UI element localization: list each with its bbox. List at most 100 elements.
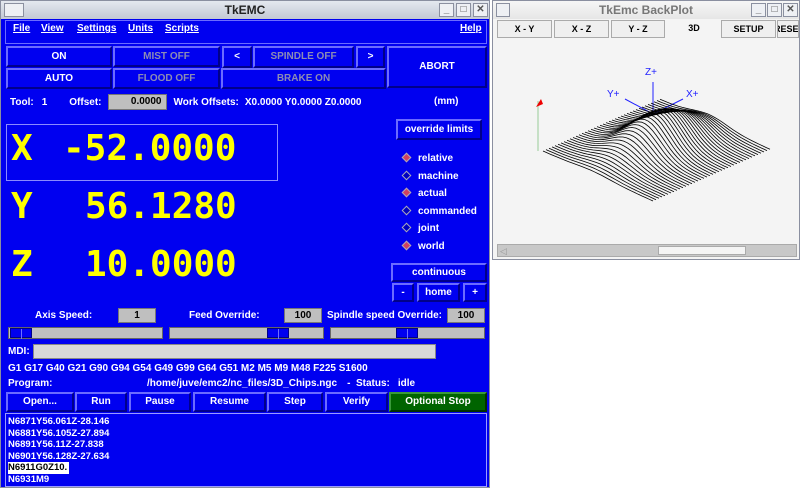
reset-button[interactable]: RESET — [777, 20, 799, 38]
axis-speed-slider[interactable] — [8, 327, 163, 339]
menu-units[interactable]: Units — [128, 23, 153, 34]
mode-auto-button[interactable]: AUTO — [6, 68, 112, 89]
menu-scripts[interactable]: Scripts — [165, 23, 199, 34]
slider-thumb[interactable] — [396, 328, 418, 339]
spindle-increase-button[interactable]: > — [356, 46, 385, 68]
menu-file[interactable]: File — [13, 23, 31, 34]
close-icon[interactable]: ✕ — [783, 3, 798, 17]
brake-button[interactable]: BRAKE ON — [221, 68, 386, 89]
toolpath-line — [563, 141, 675, 193]
listing-line[interactable]: N6901Y56.128Z-27.634 — [8, 451, 484, 463]
feed-override-label: Feed Override: — [189, 310, 260, 321]
machine-on-button[interactable]: ON — [6, 46, 112, 67]
x-axis-label: X — [11, 128, 33, 169]
override-limits-button[interactable]: override limits — [396, 119, 482, 140]
title-bar[interactable]: TkEmc BackPlot _ □ ✕ — [493, 1, 799, 19]
toolpath-line — [656, 100, 768, 151]
toolpath-line — [560, 142, 672, 194]
slider-thumb[interactable] — [267, 328, 289, 339]
step-button[interactable]: Step — [267, 392, 323, 412]
resume-button[interactable]: Resume — [193, 392, 266, 412]
toolpath-line — [545, 149, 657, 201]
jog-minus-button[interactable]: - — [392, 283, 414, 302]
toolpath-line — [569, 138, 681, 190]
toolpath-line — [635, 109, 747, 161]
axis-speed-value: 1 — [118, 308, 156, 323]
menu-view[interactable]: View — [41, 23, 64, 34]
maximize-icon[interactable]: □ — [767, 3, 782, 17]
tab-3d[interactable]: 3D — [688, 23, 700, 33]
run-button[interactable]: Run — [75, 392, 127, 412]
scroll-left-icon[interactable]: ◁ — [500, 246, 507, 256]
mdi-input[interactable] — [33, 344, 436, 359]
radio-label: joint — [418, 223, 440, 234]
radio-world[interactable]: world — [401, 240, 445, 252]
minimize-icon[interactable]: _ — [751, 3, 766, 17]
z-axis-label: Z+ — [645, 67, 657, 78]
abort-button[interactable]: ABORT — [387, 46, 487, 88]
toolpath-line — [593, 121, 705, 179]
program-status-row: /home/juve/emc2/nc_files/3D_Chips.ngc - … — [147, 377, 415, 390]
program-listing[interactable]: N6871Y56.061Z-28.146 N6881Y56.105Z-27.894… — [5, 413, 487, 487]
toolpath-line — [605, 112, 717, 174]
window-menu-icon[interactable] — [4, 3, 24, 17]
menu-settings[interactable]: Settings — [77, 23, 117, 34]
active-gcodes: G1 G17 G40 G21 G90 G94 G54 G49 G99 G64 G… — [8, 363, 368, 374]
tab-x-z[interactable]: X - Z — [554, 20, 609, 38]
toolpath-line — [638, 107, 750, 159]
horizontal-scrollbar[interactable]: ◁ — [497, 244, 797, 257]
optional-stop-button[interactable]: Optional Stop — [389, 392, 487, 412]
radio-label: world — [418, 240, 445, 252]
backplot-window: TkEmc BackPlot _ □ ✕ X - Y X - Z Y - Z 3… — [492, 0, 800, 260]
home-button[interactable]: home — [417, 283, 460, 302]
listing-line[interactable]: N6931M9 — [8, 474, 484, 486]
mdi-label: MDI: — [8, 346, 30, 357]
title-bar[interactable]: TkEMC _ □ ✕ — [1, 1, 489, 19]
x-position-box — [6, 124, 278, 181]
radio-actual[interactable]: actual — [401, 187, 447, 199]
listing-line[interactable]: N6871Y56.061Z-28.146 — [8, 416, 484, 428]
flood-button[interactable]: FLOOD OFF — [113, 68, 220, 89]
toolpath-line — [578, 134, 690, 186]
verify-button[interactable]: Verify — [325, 392, 388, 412]
spindle-override-label: Spindle speed Override: — [326, 310, 442, 321]
tab-x-y[interactable]: X - Y — [497, 20, 552, 38]
setup-button[interactable]: SETUP — [721, 20, 776, 38]
close-icon[interactable]: ✕ — [473, 3, 488, 17]
spindle-button[interactable]: SPINDLE OFF — [253, 46, 354, 68]
scrollbar-thumb[interactable] — [658, 246, 746, 255]
open-button[interactable]: Open... — [6, 392, 74, 412]
z-axis-label: Z — [11, 244, 33, 285]
spindle-decrease-button[interactable]: < — [222, 46, 252, 68]
tab-y-z[interactable]: Y - Z — [611, 20, 665, 38]
listing-line[interactable]: N6891Y56.11Z-27.838 — [8, 439, 484, 451]
radio-indicator-icon — [401, 205, 412, 215]
spindle-override-slider[interactable] — [330, 327, 485, 339]
program-label: Program: — [8, 378, 53, 389]
toolpath-line — [644, 105, 756, 157]
window-menu-icon[interactable] — [496, 3, 510, 17]
radio-relative[interactable]: relative — [401, 152, 453, 164]
y-axis-label: Y+ — [607, 89, 620, 100]
listing-line[interactable]: N6881Y56.105Z-27.894 — [8, 428, 484, 440]
units-label: (mm) — [434, 96, 459, 107]
jog-mode-button[interactable]: continuous — [391, 263, 487, 282]
radio-joint[interactable]: joint — [401, 222, 440, 234]
toolpath-line — [542, 150, 654, 202]
radio-machine[interactable]: machine — [401, 170, 459, 182]
jog-plus-button[interactable]: + — [463, 283, 487, 302]
tool-position-marker — [536, 99, 543, 107]
maximize-icon[interactable]: □ — [456, 3, 471, 17]
y-axis-label: Y — [11, 186, 33, 227]
backplot-3d-view[interactable]: Z+ Y+ X+ — [493, 39, 799, 242]
listing-line[interactable]: N6911G0Z10. — [8, 462, 484, 474]
feed-override-slider[interactable] — [169, 327, 324, 339]
menu-help[interactable]: Help — [460, 23, 482, 34]
tkemc-window: TkEMC _ □ ✕ File View Settings Units Scr… — [0, 0, 490, 488]
radio-commanded[interactable]: commanded — [401, 205, 477, 217]
toolpath-line — [650, 102, 762, 154]
slider-thumb[interactable] — [10, 328, 32, 339]
minimize-icon[interactable]: _ — [439, 3, 454, 17]
pause-button[interactable]: Pause — [129, 392, 191, 412]
mist-button[interactable]: MIST OFF — [113, 46, 220, 67]
